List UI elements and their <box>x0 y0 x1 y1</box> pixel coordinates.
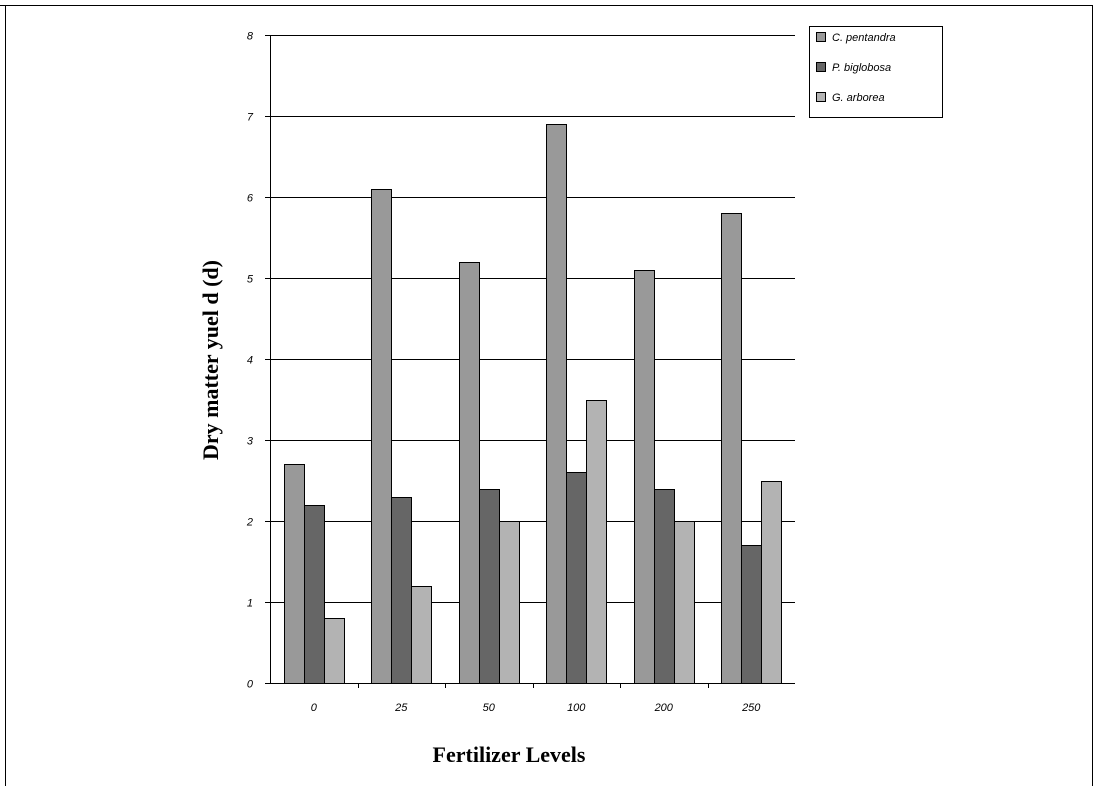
bar <box>546 124 567 684</box>
legend-box <box>809 26 943 118</box>
legend-label: C. pentandra <box>832 32 896 44</box>
x-tick-label: 200 <box>654 702 674 714</box>
bar <box>654 489 675 684</box>
bar <box>371 189 392 684</box>
y-tick-label: 7 <box>247 112 254 124</box>
x-tick-label: 0 <box>311 702 318 714</box>
legend: C. pentandra P. biglobosa G. arborea <box>809 26 943 118</box>
x-tick-label: 100 <box>567 702 586 714</box>
y-tick-label: 2 <box>246 517 253 529</box>
y-tick-label: 0 <box>247 679 254 691</box>
y-tick-label: 8 <box>247 31 254 43</box>
bar <box>566 472 587 684</box>
bar <box>761 481 782 684</box>
legend-swatch <box>816 32 826 42</box>
y-tick-label: 1 <box>247 598 253 610</box>
y-tick-label: 3 <box>247 436 254 448</box>
bar <box>674 521 695 684</box>
x-axis-title: Fertilizer Levels <box>433 742 586 767</box>
y-tick-labels: 0 1 2 3 4 5 6 7 8 <box>246 31 254 691</box>
bar <box>634 270 655 684</box>
bar <box>304 505 325 684</box>
x-tick-label: 25 <box>394 702 408 714</box>
bar <box>479 489 500 684</box>
bar <box>586 400 607 684</box>
bar <box>391 497 412 684</box>
bar <box>324 618 345 684</box>
legend-label: P. biglobosa <box>832 62 891 74</box>
bars <box>284 124 782 684</box>
y-tick-label: 5 <box>247 274 254 286</box>
bar <box>741 545 762 684</box>
legend-swatch <box>816 62 826 72</box>
y-tick-label: 4 <box>247 355 253 367</box>
bar <box>721 213 742 684</box>
bar <box>284 464 305 684</box>
bar <box>499 521 520 684</box>
legend-swatch <box>816 92 826 102</box>
legend-label: G. arborea <box>832 92 885 104</box>
x-tick-label: 250 <box>741 702 761 714</box>
gridlines <box>265 35 795 684</box>
y-axis-title: Dry matter yuel d (d) <box>198 260 223 460</box>
x-tick-label: 50 <box>483 702 496 714</box>
x-tick-labels: 0 25 50 100 200 250 <box>311 702 762 714</box>
bar <box>459 262 480 684</box>
y-tick-label: 6 <box>247 193 254 205</box>
bar <box>411 586 432 684</box>
axes <box>270 35 795 688</box>
